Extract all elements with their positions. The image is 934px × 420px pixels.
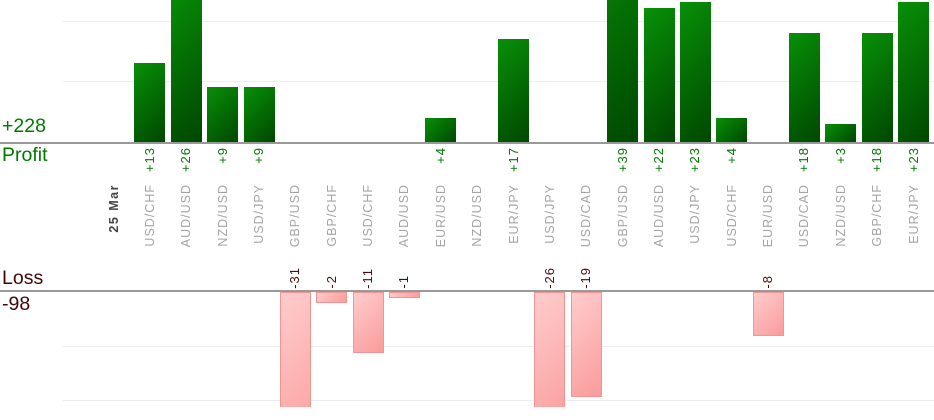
loss-value-label: -11 [360, 268, 376, 289]
loss-bar [388, 292, 420, 298]
profit-bar [643, 8, 675, 142]
profit-value-label: +13 [141, 147, 157, 173]
profit-bar [207, 87, 239, 142]
profit-value-label: +39 [614, 147, 630, 173]
profit-value-label: +4 [432, 147, 448, 164]
profit-value-label: +18 [869, 147, 885, 173]
profit-caption: Profit [2, 144, 48, 166]
profit-bar [861, 33, 893, 142]
profit-bar [425, 118, 457, 142]
loss-value-label: -26 [541, 267, 557, 289]
profit-bar [825, 124, 857, 142]
loss-bar [570, 292, 602, 397]
profit-value-label: +4 [723, 147, 739, 164]
pair-label: USD/JPY [542, 184, 557, 244]
date-label: 25 Mar [106, 184, 121, 233]
pair-label: GBP/USD [615, 184, 630, 248]
pair-label: USD/CAD [579, 184, 594, 248]
loss-bar [534, 292, 566, 407]
pair-label: NZD/USD [833, 184, 848, 247]
loss-bar [352, 292, 384, 353]
profit-value-label: +17 [505, 147, 521, 173]
pair-label: GBP/CHF [870, 184, 885, 247]
loss-value-label: -1 [396, 275, 412, 289]
pair-label: GBP/CHF [324, 184, 339, 247]
gridline [63, 400, 934, 401]
loss-bar [279, 292, 311, 407]
loss-value-label: -8 [760, 275, 776, 289]
profit-value-label: +22 [651, 147, 666, 173]
profit-bar [607, 0, 639, 142]
loss-axis-line [0, 290, 934, 292]
pair-label: USD/CHF [724, 184, 739, 247]
loss-total: -98 [2, 293, 31, 315]
profit-bar [898, 2, 930, 142]
pair-label: AUD/USD [652, 184, 666, 248]
loss-value-label: -31 [287, 267, 303, 289]
profit-axis-line [0, 142, 934, 144]
pair-label: USD/JPY [252, 184, 267, 244]
gridline [63, 346, 934, 347]
loss-value-label: -19 [578, 267, 594, 289]
profit-value-label: +23 [687, 147, 703, 173]
pair-label: NZD/USD [470, 184, 485, 247]
profit-value-label: +18 [796, 147, 812, 173]
pair-label: USD/CAD [797, 184, 812, 248]
pair-label: NZD/USD [215, 184, 230, 247]
pair-label: EUR/USD [761, 184, 776, 248]
pair-label: EUR/USD [433, 184, 448, 248]
profit-bar [788, 33, 820, 142]
pair-label: EUR/JPY [506, 184, 521, 244]
profit-bar [134, 63, 166, 142]
profit-value-label: +26 [178, 147, 194, 173]
pair-label: EUR/JPY [906, 184, 921, 244]
profit-bar [170, 0, 202, 142]
loss-value-label: -2 [323, 275, 339, 289]
pair-label: USD/CHF [142, 184, 157, 247]
pair-label: AUD/USD [179, 184, 194, 248]
profit-value-label: +3 [832, 147, 848, 164]
gridline [63, 21, 934, 22]
profit-bar [498, 39, 530, 142]
profit-bar [679, 2, 711, 142]
pair-label: USD/CHF [361, 184, 376, 247]
profit-plot-area [0, 0, 934, 142]
loss-bar [752, 292, 784, 336]
pair-label: GBP/USD [288, 184, 303, 248]
loss-plot-area [0, 292, 934, 407]
profit-value-label: +23 [905, 147, 921, 173]
profit-bar [716, 118, 748, 142]
profit-total: +228 [2, 115, 46, 137]
loss-bar [316, 292, 348, 303]
profit-value-label: +9 [214, 147, 230, 164]
profit-value-label: +9 [251, 147, 267, 164]
pair-label: USD/JPY [688, 184, 703, 244]
profit-bar [243, 87, 275, 142]
loss-caption: Loss [2, 267, 44, 289]
pair-label: AUD/USD [397, 184, 412, 248]
